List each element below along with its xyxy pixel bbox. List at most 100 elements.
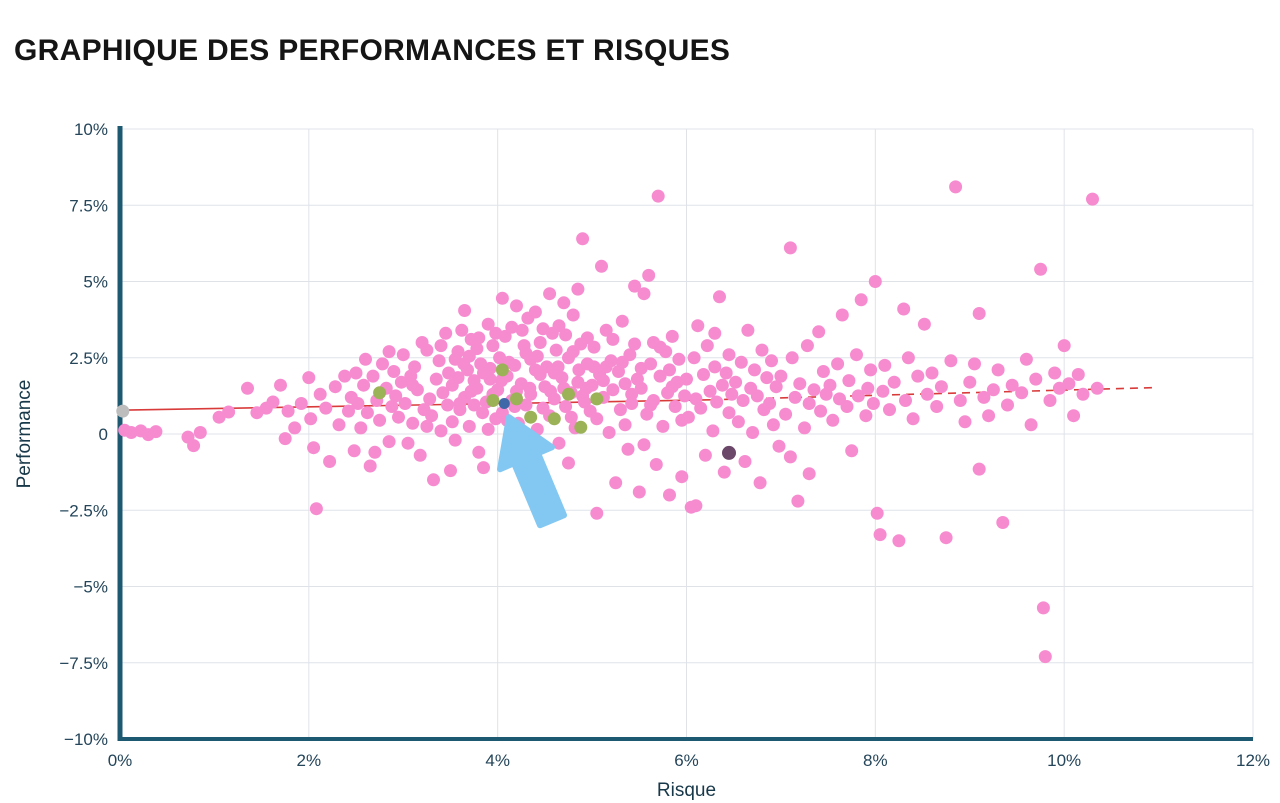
- funds-pink-point[interactable]: [1067, 409, 1081, 423]
- funds-pink-point[interactable]: [977, 390, 991, 404]
- funds-pink-point[interactable]: [615, 355, 629, 369]
- funds-pink-point[interactable]: [1001, 398, 1014, 412]
- funds-pink-point[interactable]: [851, 389, 865, 403]
- funds-pink-point[interactable]: [559, 328, 573, 342]
- funds-pink-point[interactable]: [866, 397, 880, 410]
- funds-pink-point[interactable]: [566, 308, 580, 322]
- funds-pink-point[interactable]: [313, 387, 327, 401]
- funds-pink-point[interactable]: [1086, 192, 1099, 206]
- funds-green-point[interactable]: [524, 410, 538, 424]
- funds-pink-point[interactable]: [878, 358, 892, 372]
- funds-pink-point[interactable]: [338, 369, 352, 383]
- funds-pink-point[interactable]: [738, 455, 752, 468]
- funds-pink-point[interactable]: [644, 398, 658, 412]
- funds-pink-point[interactable]: [774, 369, 788, 383]
- funds-pink-point[interactable]: [441, 398, 455, 412]
- funds-pink-point[interactable]: [394, 375, 408, 389]
- funds-pink-point[interactable]: [382, 435, 396, 449]
- funds-pink-point[interactable]: [651, 189, 665, 203]
- funds-pink-point[interactable]: [621, 442, 635, 456]
- funds-pink-point[interactable]: [448, 433, 462, 447]
- funds-pink-point[interactable]: [703, 384, 717, 398]
- funds-pink-point[interactable]: [628, 279, 642, 293]
- funds-pink-point[interactable]: [599, 360, 613, 374]
- funds-pink-point[interactable]: [944, 354, 958, 368]
- reference-point-gray-point[interactable]: [116, 404, 130, 418]
- funds-pink-point[interactable]: [1005, 378, 1019, 392]
- funds-pink-point[interactable]: [515, 323, 529, 337]
- funds-green-point[interactable]: [547, 412, 561, 426]
- funds-pink-point[interactable]: [530, 349, 544, 363]
- funds-pink-point[interactable]: [861, 381, 875, 395]
- funds-pink-point[interactable]: [731, 415, 745, 429]
- funds-pink-point[interactable]: [606, 383, 620, 397]
- funds-pink-point[interactable]: [486, 339, 500, 353]
- funds-pink-point[interactable]: [1036, 601, 1050, 615]
- funds-pink-point[interactable]: [996, 516, 1010, 529]
- funds-pink-point[interactable]: [457, 357, 471, 371]
- funds-pink-point[interactable]: [579, 381, 593, 395]
- funds-pink-point[interactable]: [552, 436, 566, 450]
- funds-pink-point[interactable]: [523, 381, 537, 395]
- funds-pink-point[interactable]: [420, 419, 434, 433]
- funds-pink-point[interactable]: [543, 287, 557, 301]
- funds-pink-point[interactable]: [694, 401, 708, 415]
- funds-pink-point[interactable]: [193, 426, 207, 439]
- funds-pink-point[interactable]: [476, 406, 490, 420]
- funds-pink-point[interactable]: [332, 418, 346, 432]
- funds-pink-point[interactable]: [700, 339, 714, 353]
- funds-pink-point[interactable]: [462, 419, 476, 433]
- funds-pink-point[interactable]: [763, 397, 777, 410]
- funds-pink-point[interactable]: [870, 506, 884, 520]
- funds-pink-point[interactable]: [691, 319, 705, 333]
- funds-pink-point[interactable]: [323, 455, 337, 468]
- funds-green-point[interactable]: [562, 387, 575, 401]
- funds-pink-point[interactable]: [835, 308, 849, 322]
- funds-pink-point[interactable]: [802, 397, 816, 410]
- funds-pink-point[interactable]: [564, 410, 578, 424]
- funds-pink-point[interactable]: [798, 421, 811, 435]
- funds-pink-point[interactable]: [864, 363, 878, 377]
- funds-pink-point[interactable]: [665, 380, 679, 394]
- funds-pink-point[interactable]: [613, 403, 627, 417]
- funds-pink-point[interactable]: [385, 400, 399, 413]
- funds-pink-point[interactable]: [722, 348, 736, 362]
- funds-pink-point[interactable]: [698, 448, 712, 462]
- funds-pink-point[interactable]: [432, 354, 446, 368]
- funds-pink-point[interactable]: [800, 339, 814, 353]
- funds-pink-point[interactable]: [678, 389, 692, 403]
- funds-pink-point[interactable]: [753, 476, 767, 490]
- funds-pink-point[interactable]: [1043, 394, 1057, 407]
- funds-pink-point[interactable]: [850, 348, 863, 362]
- funds-pink-point[interactable]: [876, 384, 890, 398]
- funds-pink-point[interactable]: [606, 332, 620, 346]
- funds-pink-point[interactable]: [557, 296, 571, 310]
- funds-pink-point[interactable]: [472, 445, 486, 459]
- funds-pink-point[interactable]: [766, 418, 780, 432]
- funds-pink-point[interactable]: [634, 361, 648, 375]
- funds-pink-point[interactable]: [814, 404, 828, 418]
- funds-pink-point[interactable]: [897, 302, 911, 316]
- funds-pink-point[interactable]: [470, 342, 484, 356]
- funds-pink-point[interactable]: [812, 325, 826, 339]
- funds-pink-point[interactable]: [477, 461, 490, 475]
- funds-pink-point[interactable]: [451, 371, 465, 385]
- funds-pink-point[interactable]: [722, 406, 736, 420]
- funds-pink-point[interactable]: [708, 326, 722, 340]
- funds-pink-point[interactable]: [328, 380, 342, 394]
- funds-pink-point[interactable]: [717, 465, 731, 479]
- funds-pink-point[interactable]: [595, 259, 608, 273]
- funds-pink-point[interactable]: [618, 418, 632, 432]
- funds-pink-point[interactable]: [389, 389, 403, 403]
- funds-pink-point[interactable]: [746, 426, 760, 439]
- funds-pink-point[interactable]: [580, 331, 594, 345]
- funds-green-point[interactable]: [574, 420, 588, 434]
- funds-pink-point[interactable]: [544, 384, 557, 398]
- funds-pink-point[interactable]: [687, 351, 701, 365]
- funds-pink-point[interactable]: [802, 467, 816, 481]
- funds-pink-point[interactable]: [840, 400, 854, 413]
- funds-pink-point[interactable]: [1071, 368, 1085, 381]
- funds-pink-point[interactable]: [425, 409, 439, 423]
- funds-pink-point[interactable]: [769, 380, 783, 394]
- funds-pink-point[interactable]: [968, 357, 981, 371]
